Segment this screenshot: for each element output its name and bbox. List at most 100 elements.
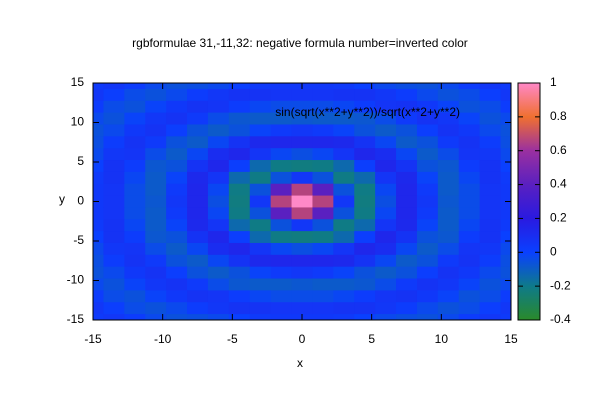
heatmap-cell	[145, 160, 167, 173]
heatmap-cell	[145, 254, 167, 268]
heatmap-cell	[375, 148, 397, 161]
heatmap-cell	[458, 207, 481, 220]
heatmap-cell	[416, 314, 439, 320]
heatmap-cell	[333, 242, 355, 256]
heatmap-cell	[228, 231, 251, 244]
heatmap-cell	[187, 219, 209, 232]
heatmap-cell	[187, 242, 209, 256]
heatmap-cell	[145, 88, 167, 102]
y-tick-label: 10	[71, 115, 85, 129]
heatmap-cell	[145, 278, 167, 291]
heatmap-cell	[103, 83, 125, 90]
heatmap-cell	[458, 231, 481, 244]
heatmap-cell	[500, 124, 511, 137]
heatmap-cell	[333, 290, 355, 303]
heatmap-cell	[270, 183, 293, 197]
heatmap-cell	[103, 207, 125, 220]
heatmap-cell	[479, 112, 502, 125]
heatmap-cell	[270, 207, 293, 220]
heatmap-cell	[312, 124, 334, 137]
heatmap-cell	[103, 242, 125, 256]
heatmap-cell	[187, 266, 209, 280]
heatmap-cell	[458, 219, 481, 232]
heatmap-cell	[375, 112, 397, 125]
heatmap-cell	[437, 83, 460, 90]
heatmap-cell	[249, 231, 272, 244]
heatmap-cell	[500, 136, 511, 149]
heatmap-cell	[458, 100, 481, 114]
heatmap-cell	[500, 112, 511, 125]
heatmap-cell	[396, 100, 418, 114]
heatmap-cell	[166, 136, 188, 149]
heatmap-cell	[416, 124, 439, 137]
colorbar-tick-label: -0.4	[550, 312, 571, 326]
heatmap-cell	[458, 314, 481, 320]
heatmap-cell	[437, 112, 460, 125]
heatmap-cell	[145, 207, 167, 220]
heatmap-cell	[166, 231, 188, 244]
heatmap-cell	[416, 83, 439, 90]
heatmap-cell	[375, 242, 397, 256]
heatmap-cell	[93, 148, 104, 161]
heatmap-cell	[103, 100, 125, 114]
heatmap-cell	[103, 302, 125, 315]
heatmap-cell	[312, 290, 334, 303]
heatmap-cell	[375, 171, 397, 185]
heatmap-cell	[124, 136, 146, 149]
heatmap-cell	[270, 302, 293, 315]
heatmap-cell	[145, 124, 167, 137]
heatmap-cell	[103, 88, 125, 102]
heatmap-cell	[437, 266, 460, 280]
heatmap-cell	[166, 100, 188, 114]
heatmap-cell	[145, 83, 167, 90]
heatmap-cell	[124, 88, 146, 102]
heatmap-cell	[312, 195, 334, 208]
heatmap-cell	[103, 278, 125, 291]
heatmap-cell	[207, 314, 230, 320]
heatmap-cell	[228, 100, 251, 114]
heatmap-cell	[354, 88, 376, 102]
heatmap-cell	[416, 171, 439, 185]
heatmap-cell	[500, 290, 511, 303]
heatmap-cell	[187, 254, 209, 268]
heatmap-cell	[437, 100, 460, 114]
heatmap-cell	[145, 219, 167, 232]
heatmap-cell	[312, 83, 334, 90]
heatmap-cell	[228, 266, 251, 280]
heatmap-cell	[312, 314, 334, 320]
heatmap-cell	[249, 100, 272, 114]
heatmap-cell	[145, 195, 167, 208]
heatmap-cell	[291, 207, 313, 220]
heatmap-cell	[416, 183, 439, 197]
x-tick-label: 10	[435, 332, 449, 346]
heatmap-cell	[416, 290, 439, 303]
heatmap-cell	[375, 195, 397, 208]
heatmap	[93, 83, 511, 320]
heatmap-cell	[145, 302, 167, 315]
heatmap-cell	[312, 242, 334, 256]
heatmap-cell	[187, 160, 209, 173]
heatmap-cell	[124, 290, 146, 303]
colorbar-tick-label: 0	[550, 244, 557, 258]
heatmap-cell	[124, 278, 146, 291]
heatmap-cell	[333, 278, 355, 291]
heatmap-cell	[207, 195, 230, 208]
heatmap-cell	[416, 266, 439, 280]
heatmap-cell	[354, 83, 376, 90]
heatmap-cell	[270, 100, 293, 114]
heatmap-cell	[270, 160, 293, 173]
heatmap-cell	[270, 124, 293, 137]
heatmap-cell	[207, 112, 230, 125]
heatmap-cell	[93, 112, 104, 125]
heatmap-cell	[437, 171, 460, 185]
heatmap-cell	[479, 302, 502, 315]
heatmap-cell	[93, 100, 104, 114]
y-tick-label: 5	[77, 154, 84, 168]
heatmap-cell	[354, 242, 376, 256]
heatmap-cell	[103, 112, 125, 125]
heatmap-cell	[354, 231, 376, 244]
heatmap-cell	[396, 266, 418, 280]
x-tick-label: 5	[368, 332, 375, 346]
heatmap-cell	[437, 136, 460, 149]
heatmap-cell	[375, 254, 397, 268]
